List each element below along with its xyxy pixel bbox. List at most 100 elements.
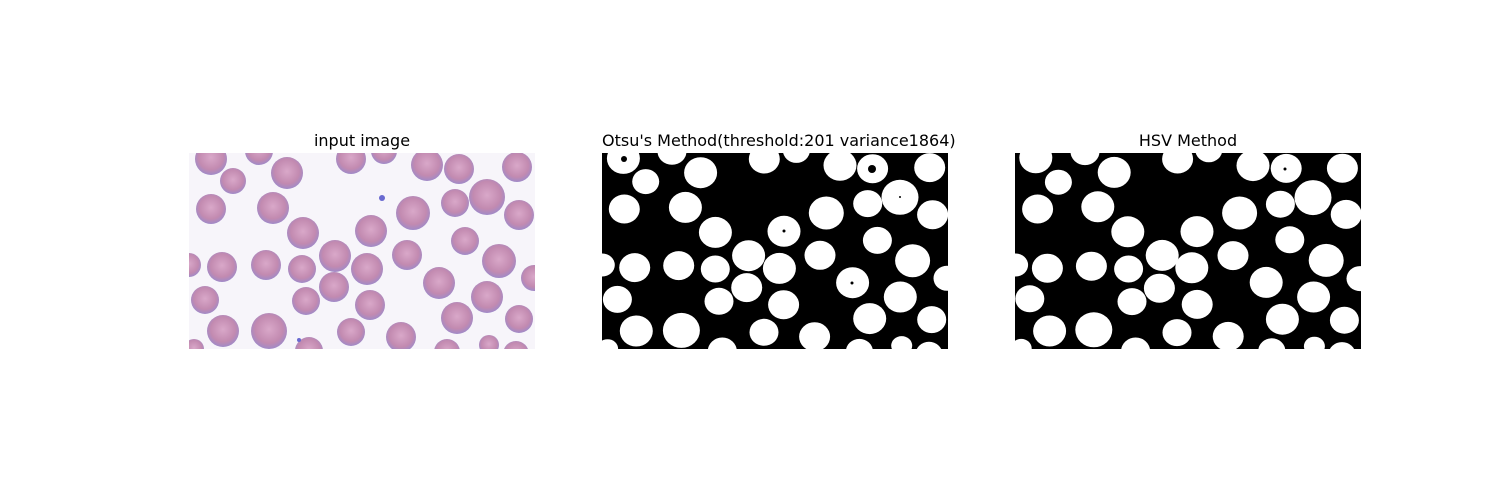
blood-cell [479, 335, 499, 349]
cell-mask-blob [1326, 153, 1358, 183]
cell-mask-blob [1175, 252, 1209, 284]
blood-cell [337, 318, 365, 346]
cell-mask-blob [700, 255, 730, 283]
cell-mask-blob [1330, 199, 1361, 229]
cell-mask-blob [602, 339, 619, 349]
cell-mask-blob [1236, 153, 1270, 182]
cell-mask-blob [916, 341, 942, 349]
cell-mask-blob [749, 318, 779, 346]
blood-cell [220, 168, 246, 194]
cell-mask-blob [1265, 303, 1299, 335]
blood-cell [251, 250, 281, 280]
cell-mask-blob [1294, 180, 1332, 216]
blood-cell [411, 153, 443, 181]
mask-hole [868, 165, 876, 173]
cell-mask-blob [1015, 285, 1045, 313]
blood-cell [336, 153, 366, 174]
blood-cell [271, 157, 303, 189]
blood-cell [469, 179, 505, 215]
blood-cell [251, 313, 287, 349]
cell-mask-blob [1022, 194, 1054, 224]
blood-cell [351, 253, 383, 285]
cell-mask-blob [933, 265, 948, 291]
cell-mask-blob [698, 216, 732, 248]
cell-mask-blob [1081, 191, 1115, 223]
cell-mask-blob [799, 322, 831, 349]
blood-cell [471, 281, 503, 313]
cell-mask-blob [1111, 216, 1145, 248]
cell-mask-blob [1297, 281, 1331, 313]
cell-mask-blob [895, 244, 931, 278]
cell-mask-blob [768, 290, 800, 320]
cell-mask-blob [808, 196, 844, 230]
blood-cell [504, 200, 534, 230]
blood-cell [371, 153, 397, 164]
platelet [379, 195, 385, 201]
cell-mask-blob [1143, 273, 1175, 303]
cell-mask-blob [1114, 255, 1144, 283]
cell-mask-blob [657, 153, 687, 165]
blood-cell [319, 240, 351, 272]
cell-mask-blob [1181, 289, 1213, 319]
mask-hole [850, 281, 854, 285]
cell-mask-blob [1249, 266, 1283, 298]
cell-mask-blob [1075, 251, 1107, 281]
otsu-binary-mask [602, 153, 948, 349]
cell-mask-blob [707, 337, 737, 349]
blood-cell [444, 154, 474, 184]
hsv-binary-mask [1015, 153, 1361, 349]
blood-cell [505, 305, 533, 333]
cell-mask-blob [619, 315, 653, 347]
blood-cell [386, 322, 416, 349]
cell-mask-blob [1075, 312, 1113, 348]
panel-title: input image [313, 131, 411, 150]
cell-mask-blob [704, 287, 734, 315]
cell-mask-blob [1222, 196, 1258, 230]
mask-hole [621, 156, 627, 162]
cell-mask-blob [853, 303, 887, 335]
cell-mask-blob [1121, 337, 1150, 349]
cell-mask-blob [862, 226, 892, 254]
cell-mask-blob [1162, 319, 1192, 347]
cell-mask-blob [1162, 153, 1194, 174]
blood-cell [189, 253, 201, 277]
cell-mask-blob [917, 200, 948, 230]
blood-cell [441, 302, 473, 334]
cell-mask-blob [823, 153, 857, 181]
blood-cell [245, 153, 273, 165]
cell-mask-blob [1033, 315, 1067, 347]
blood-cell [521, 265, 535, 291]
cell-mask-blob [748, 153, 780, 174]
cell-mask-blob [606, 153, 640, 174]
blood-cell [434, 339, 460, 349]
cell-mask-blob [846, 338, 873, 349]
blood-cell [287, 217, 319, 249]
cell-mask-blob [1303, 336, 1325, 349]
cell-mask-blob [632, 169, 660, 195]
blood-cell [295, 337, 323, 349]
input-image [189, 153, 535, 349]
cell-mask-blob [1180, 216, 1214, 248]
cell-mask-blob [914, 153, 946, 183]
blood-cell [207, 252, 237, 282]
otsu-mask-image [602, 153, 948, 349]
cell-mask-blob [663, 251, 695, 281]
blood-cell [355, 215, 387, 247]
cell-mask-blob [883, 281, 917, 313]
cell-mask-blob [668, 191, 702, 223]
cell-mask-blob [1308, 243, 1344, 277]
cell-mask-blob [1097, 156, 1131, 188]
blood-cell [423, 267, 455, 299]
cell-mask-blob [602, 285, 632, 313]
blood-cell [191, 286, 219, 314]
blood-cell [451, 227, 479, 255]
cell-mask-blob [619, 253, 651, 283]
cell-mask-blob [1019, 153, 1053, 174]
blood-cell [189, 339, 204, 349]
cell-mask-blob [1195, 153, 1222, 163]
blood-cell [392, 240, 422, 270]
cell-mask-blob [1145, 239, 1179, 271]
blood-cell-image [189, 153, 535, 349]
mask-hole [899, 196, 901, 198]
platelet [297, 338, 301, 342]
